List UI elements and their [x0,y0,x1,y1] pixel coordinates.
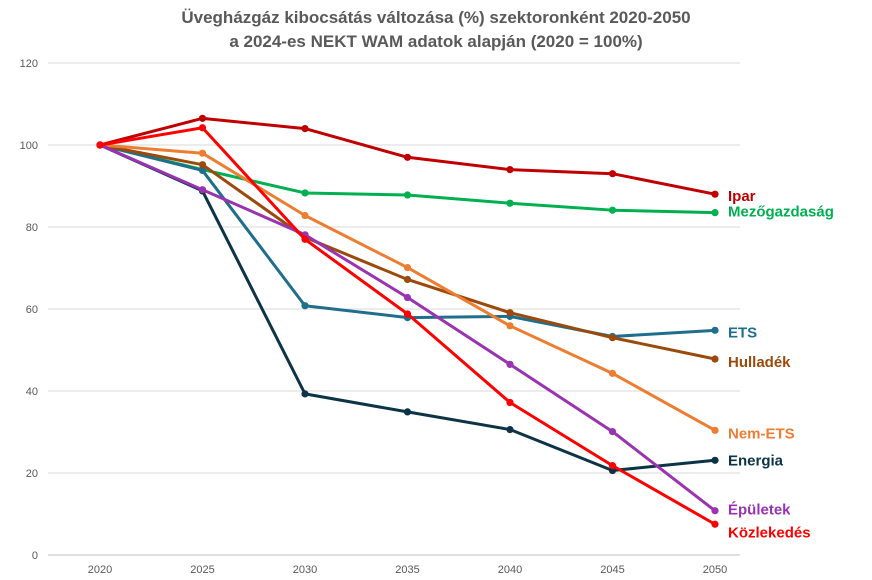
data-point [403,310,412,318]
data-point [711,426,719,434]
data-point [506,309,514,317]
data-point [711,507,719,515]
data-point [608,462,617,470]
series-label: Ipar [728,188,756,205]
data-point [198,124,207,132]
data-point [403,263,412,272]
data-point [301,302,309,310]
data-point [711,326,719,334]
series-label: Mezőgazdaság [728,204,834,221]
data-point [608,206,617,214]
data-point [403,191,412,199]
x-tick-label: 2030 [293,564,317,576]
data-point [198,166,207,175]
series-label: Hulladék [728,354,791,371]
y-tick-label: 60 [26,304,38,316]
data-point [403,408,412,416]
data-point [608,466,617,475]
data-point [608,427,617,436]
data-point [301,189,309,197]
data-point [608,369,617,377]
series-label: Közlekedés [728,524,811,541]
series-label: Nem-ETS [728,425,795,442]
data-point [711,520,719,528]
data-point [711,355,719,363]
x-tick-label: 2035 [395,564,419,576]
chart-title: Üvegházgáz kibocsátás változása (%) szek… [0,6,872,54]
x-tick-label: 2050 [703,564,727,576]
y-tick-label: 120 [20,58,38,70]
data-point [506,398,514,407]
x-tick-label: 2020 [88,564,112,576]
data-point [403,153,412,161]
x-tick-label: 2045 [600,564,624,576]
data-point [506,425,514,434]
data-point [198,161,207,169]
data-point [403,275,412,284]
data-point [711,190,719,198]
y-tick-label: 80 [26,222,38,234]
x-tick-label: 2025 [190,564,214,576]
y-tick-label: 20 [26,468,38,480]
data-point [301,235,309,243]
data-point [198,114,207,122]
series-label: Épületek [728,502,791,519]
data-point [711,456,719,464]
data-point [506,322,514,330]
chart-title-line-1: Üvegházgáz kibocsátás változása (%) szek… [181,8,691,27]
data-point [608,170,617,178]
series-line [98,143,717,338]
data-point [403,293,412,302]
data-point [506,166,514,174]
x-tick-label: 2040 [498,564,522,576]
data-point [198,149,207,157]
data-point [96,141,104,149]
data-point [506,199,514,207]
data-point [301,390,309,398]
data-point [608,334,617,342]
series-label: ETS [728,324,757,341]
data-point [301,125,309,133]
data-point [198,186,207,194]
data-point [506,360,514,368]
y-tick-label: 40 [26,386,38,398]
chart-title-line-2: a 2024-es NEKT WAM adatok alapján (2020 … [229,32,643,51]
y-tick-label: 0 [32,550,38,562]
y-tick-label: 100 [20,140,38,152]
series-label: Energia [728,452,784,469]
data-point [301,211,309,220]
data-point [711,209,719,217]
series-line [98,143,717,513]
